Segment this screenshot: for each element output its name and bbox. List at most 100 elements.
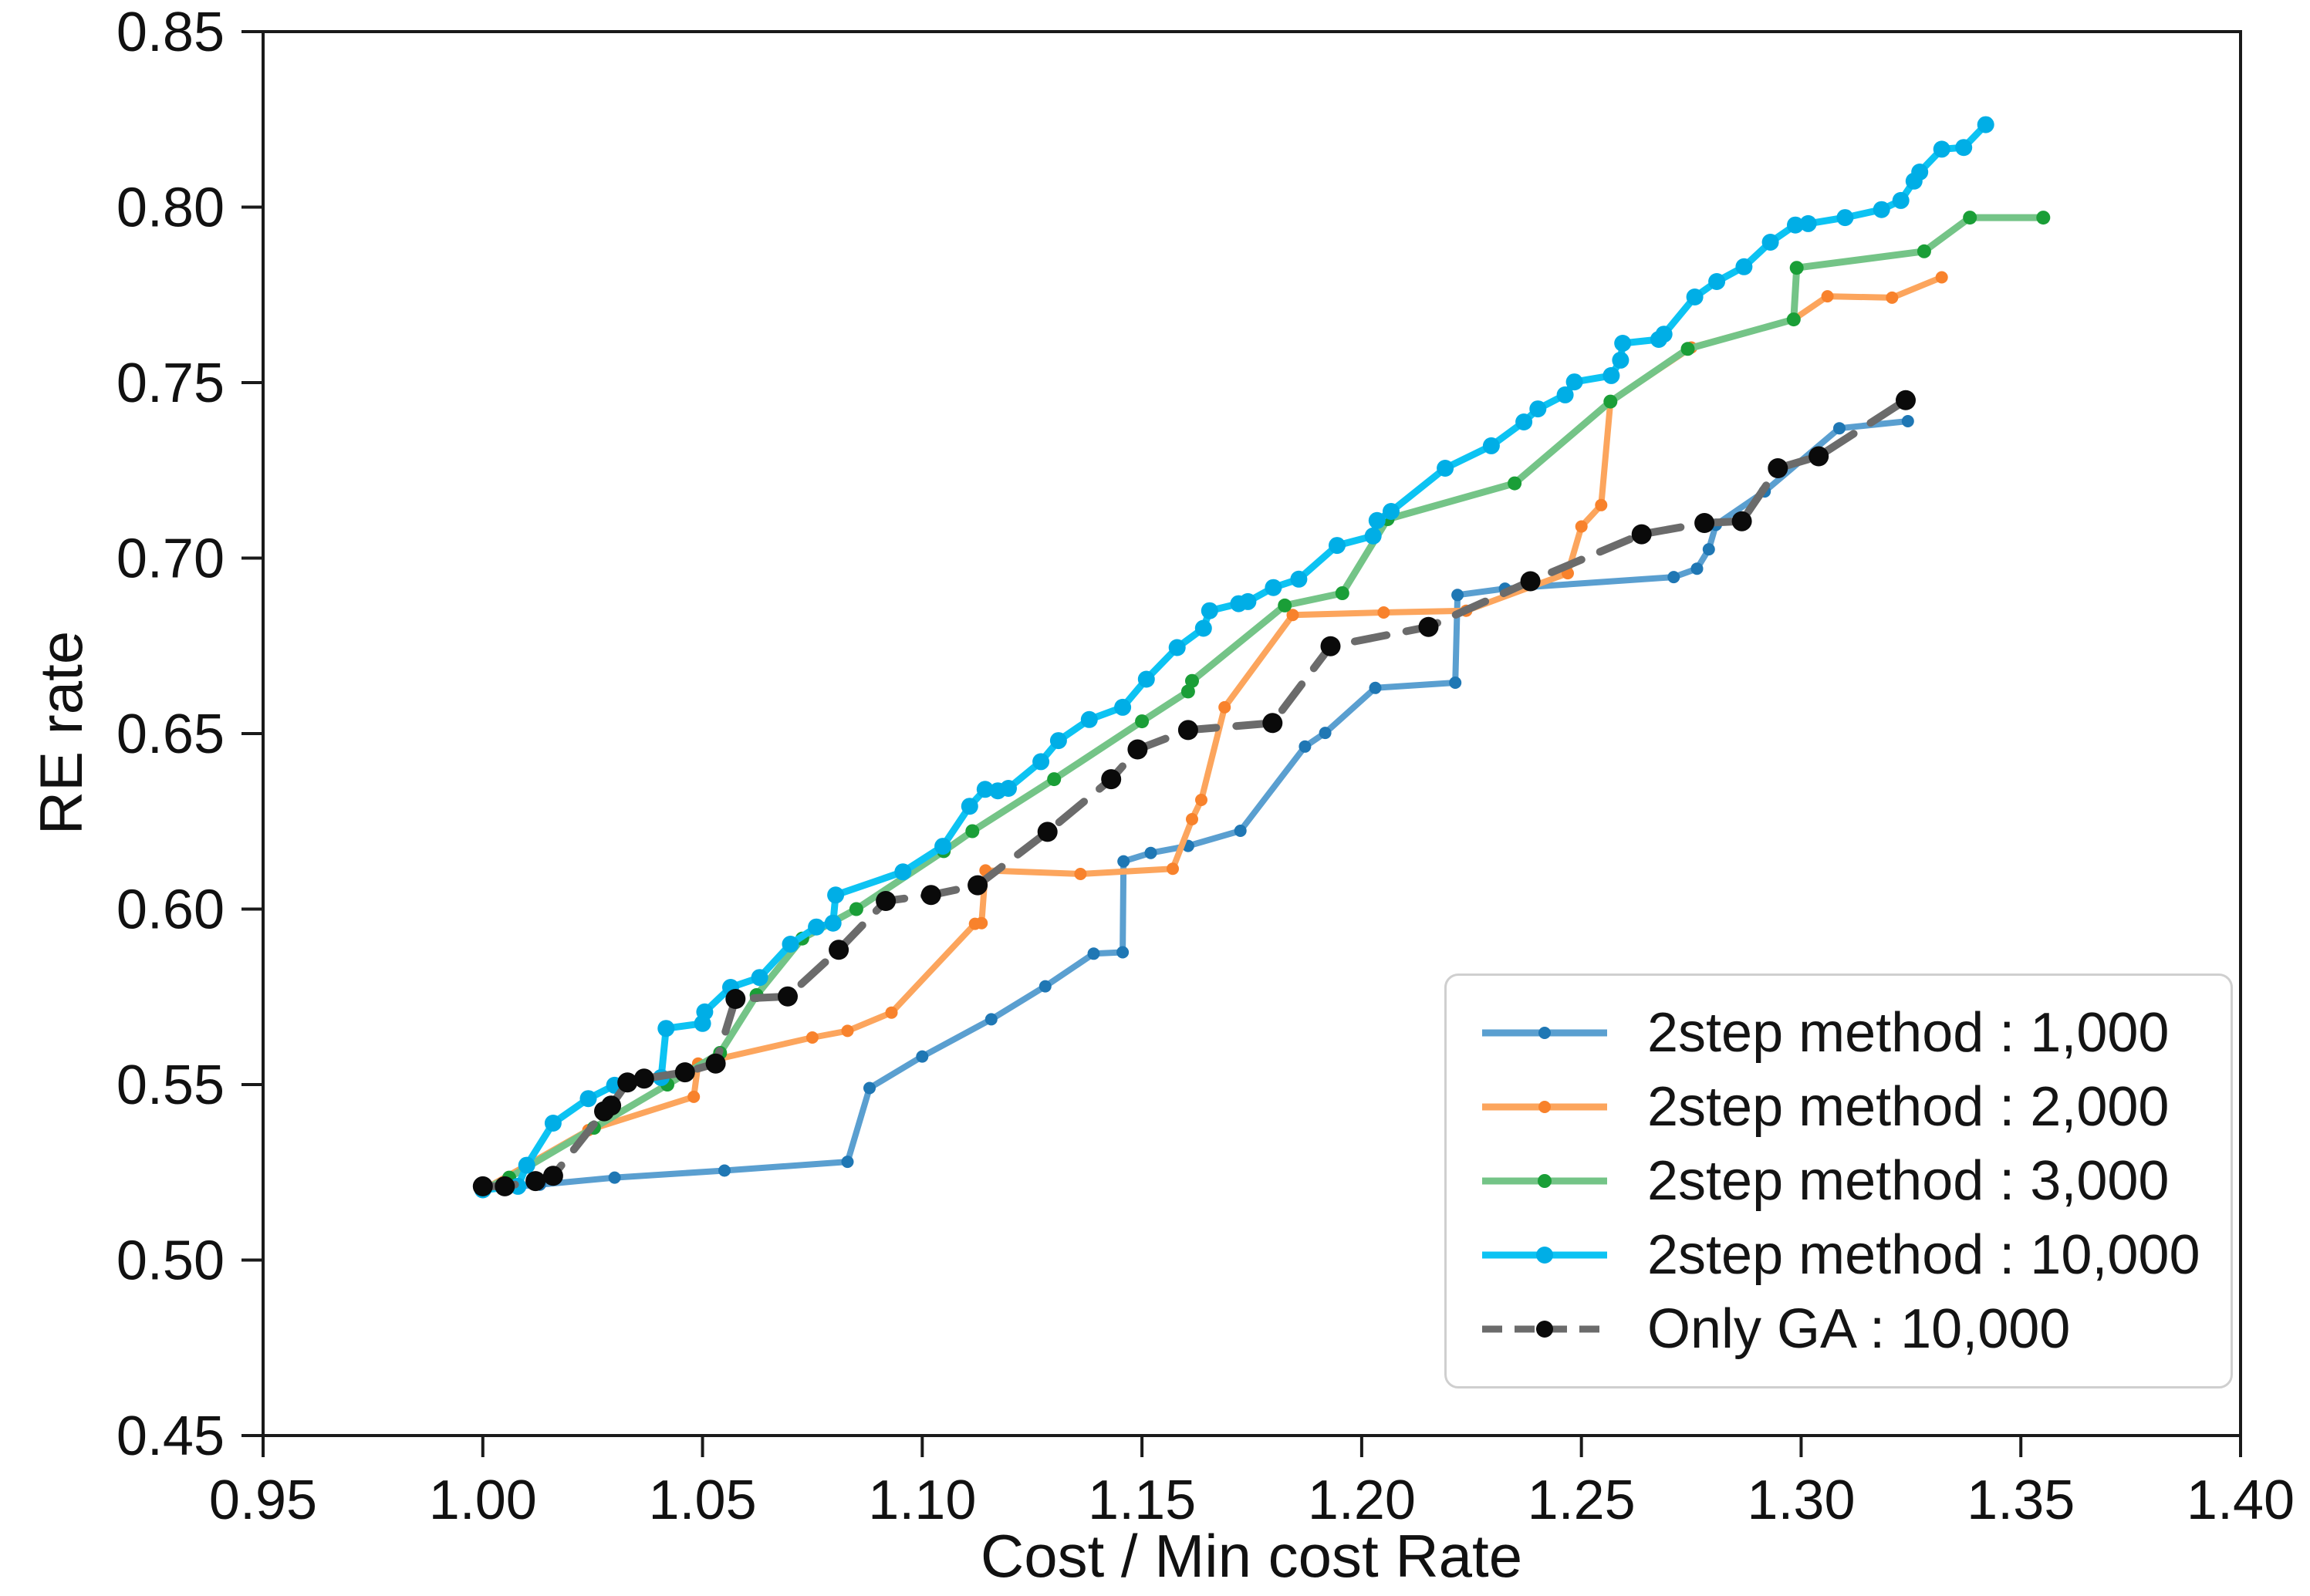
y-tick-label: 0.50 [117,1230,225,1292]
series-marker-3 [1515,413,1533,430]
series-marker-4 [725,989,746,1009]
series-marker-4 [472,1176,493,1196]
series-marker-4 [495,1176,515,1196]
y-tick-label: 0.65 [117,704,225,765]
series-marker-3 [934,838,952,855]
series-marker-0 [1299,740,1312,753]
series-marker-3 [824,914,842,932]
series-marker-1 [1575,520,1588,533]
series-marker-4 [1731,511,1752,531]
series-marker-3 [1565,373,1583,391]
y-tick-label: 0.55 [117,1054,225,1116]
series-marker-4 [920,885,941,906]
series-marker-3 [1265,579,1282,596]
series-marker-1 [1377,606,1390,619]
series-marker-3 [1977,116,1994,133]
series-marker-1 [1074,868,1087,880]
legend-item-label: 2step method : 10,000 [1647,1224,2200,1286]
series-marker-3 [544,1115,562,1132]
series-marker-0 [1369,681,1382,694]
x-tick-label: 1.35 [1967,1469,2075,1531]
series-marker-4 [601,1095,622,1116]
series-marker-0 [916,1050,929,1063]
legend-item-label: 2step method : 1,000 [1647,1002,2170,1064]
series-marker-4 [1101,769,1122,790]
series-marker-3 [976,781,994,798]
series-marker-0 [608,1171,621,1184]
legend-item-label: 2step method : 3,000 [1647,1150,2170,1212]
series-marker-4 [876,891,897,911]
series-marker-3 [579,1090,597,1108]
x-axis-label: Cost / Min cost Rate [980,1522,1523,1590]
series-marker-4 [968,875,988,896]
series-marker-0 [1144,846,1157,859]
series-marker-2 [1047,772,1062,787]
legend-swatch-icon [1482,1247,1607,1264]
series-marker-3 [1290,570,1308,588]
series-marker-0 [718,1164,731,1177]
series-marker-1 [1595,498,1608,511]
series-marker-3 [1201,602,1218,619]
y-tick-label: 0.75 [117,353,225,414]
series-marker-4 [1694,513,1715,533]
x-tick-label: 1.30 [1747,1469,1855,1531]
series-marker-3 [1911,164,1929,181]
series-marker-3 [1614,335,1632,352]
series-marker-3 [518,1156,535,1174]
series-marker-2 [1508,476,1522,491]
series-marker-1 [1286,609,1299,622]
series-marker-0 [1833,422,1846,435]
series-marker-3 [1437,460,1454,477]
series-marker-0 [1117,855,1130,868]
series-marker-2 [1278,598,1292,612]
series-marker-4 [1418,616,1439,637]
series-marker-0 [1038,980,1052,993]
series-marker-4 [617,1072,638,1093]
series-marker-1 [1167,862,1179,876]
series-marker-3 [1329,537,1346,555]
series-marker-2 [2036,211,2051,225]
series-marker-4 [674,1062,695,1083]
series-marker-1 [1821,290,1834,303]
x-tick-label: 1.10 [868,1469,976,1531]
series-marker-2 [1603,394,1618,409]
x-tick-label: 1.25 [1528,1469,1636,1531]
series-marker-2 [965,824,980,838]
series-marker-0 [1667,571,1680,584]
series-marker-3 [1529,400,1547,418]
series-marker-3 [1556,386,1574,403]
series-marker-3 [1799,214,1817,232]
series-marker-2 [1335,586,1349,600]
x-tick-label: 0.95 [209,1469,317,1531]
legend: 2step method : 1,000 2step method : 2,000… [1444,973,2233,1388]
series-marker-3 [1873,201,1890,218]
legend-item-2: 2step method : 3,000 [1479,1149,2207,1213]
series-marker-3 [1194,619,1212,637]
series-marker-0 [1087,947,1100,960]
series-marker-3 [1735,258,1753,275]
series-marker-3 [1655,326,1673,343]
series-marker-4 [1896,390,1916,410]
legend-item-3: 2step method : 10,000 [1479,1223,2207,1287]
series-marker-3 [751,969,768,987]
series-marker-0 [1702,543,1715,556]
series-marker-1 [1218,700,1231,714]
series-marker-3 [1080,710,1098,728]
series-marker-3 [1686,288,1704,305]
series-marker-3 [808,918,826,936]
series-marker-4 [1320,636,1341,656]
series-marker-3 [1364,527,1382,545]
series-marker-3 [1383,503,1400,520]
series-marker-1 [1886,291,1899,304]
series-marker-2 [1180,684,1195,699]
series-marker-4 [542,1166,563,1186]
series-marker-4 [829,940,849,960]
series-marker-3 [1708,273,1726,290]
series-marker-3 [1955,139,1973,157]
legend-swatch-icon [1482,1027,1607,1039]
series-marker-4 [778,986,798,1007]
series-marker-0 [984,1013,998,1026]
legend-swatch-icon [1482,1321,1607,1338]
